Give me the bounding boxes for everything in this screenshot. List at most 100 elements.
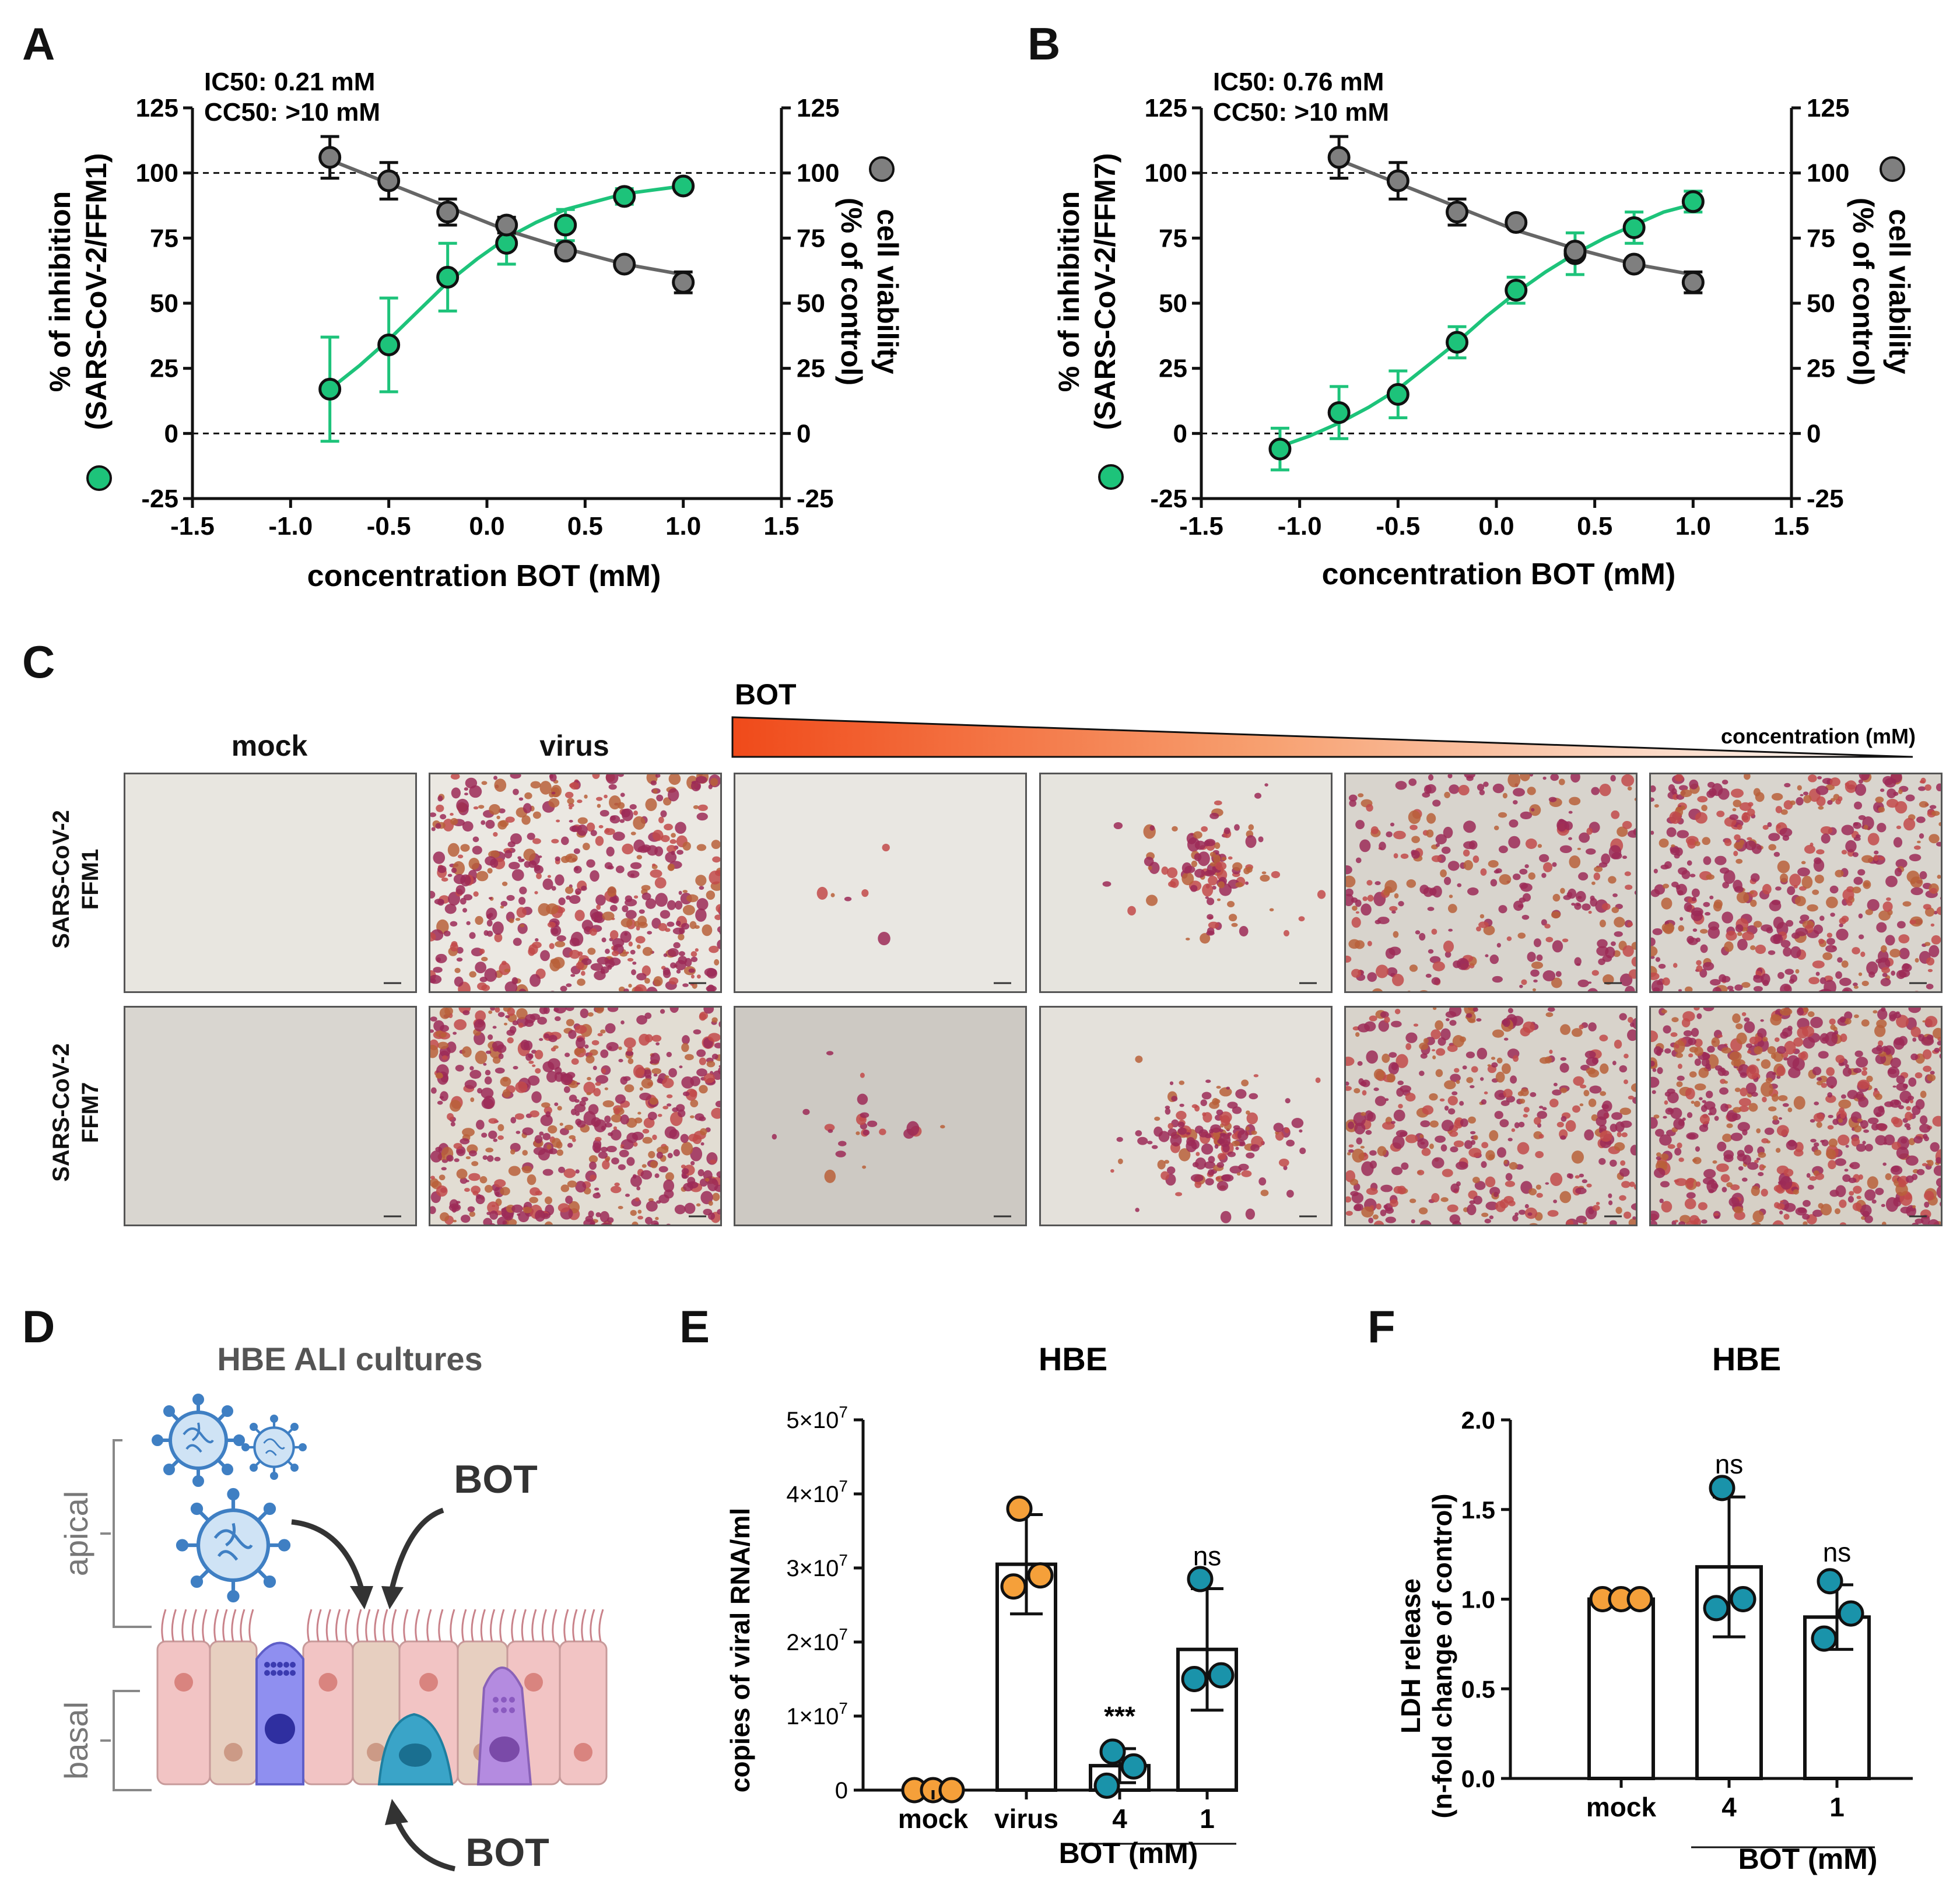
stained-focus	[502, 881, 508, 886]
stained-focus	[1503, 1159, 1508, 1164]
stained-focus	[514, 1113, 524, 1120]
stained-focus	[1812, 960, 1825, 969]
stained-focus	[1380, 1184, 1393, 1192]
stained-focus	[1780, 1032, 1789, 1039]
stained-focus	[1753, 974, 1761, 979]
y-tick-label: 2×107	[786, 1625, 848, 1655]
stained-focus	[1793, 1189, 1799, 1195]
stained-focus	[1110, 1169, 1114, 1173]
stained-focus	[1839, 977, 1852, 986]
stained-focus	[1797, 867, 1810, 876]
stained-focus	[1845, 840, 1857, 852]
stained-focus	[465, 1156, 471, 1160]
stained-focus	[1405, 1043, 1412, 1050]
stained-focus	[535, 1068, 541, 1074]
stained-focus	[1651, 1211, 1660, 1221]
stained-focus	[1286, 1190, 1294, 1198]
stained-focus	[1536, 1192, 1543, 1198]
cilium	[383, 1609, 388, 1642]
stained-focus	[1898, 1105, 1904, 1110]
stained-focus	[1599, 783, 1611, 797]
stained-focus	[1541, 872, 1547, 878]
stained-focus	[1909, 1099, 1914, 1104]
stained-focus	[1733, 1206, 1744, 1213]
stained-focus	[430, 1176, 435, 1180]
stained-focus	[1382, 1121, 1395, 1130]
replicate-point	[1709, 1475, 1735, 1501]
stained-focus	[1535, 1184, 1542, 1190]
stained-focus	[544, 1033, 550, 1039]
stained-focus	[1449, 1008, 1462, 1017]
chart-b-viability-legend-icon	[1880, 156, 1905, 182]
stained-focus	[1435, 1069, 1443, 1078]
stained-focus	[518, 1211, 530, 1223]
stained-focus	[462, 1128, 475, 1137]
stained-focus	[502, 960, 507, 966]
stained-focus	[1670, 1032, 1678, 1037]
stained-focus	[664, 1126, 677, 1139]
stained-focus	[1632, 1216, 1636, 1220]
stained-focus	[506, 1029, 516, 1036]
stained-focus	[1499, 1199, 1509, 1209]
stained-focus	[523, 803, 532, 813]
stained-focus	[1773, 917, 1784, 929]
stained-focus	[451, 787, 461, 799]
stained-focus	[1584, 1050, 1596, 1059]
stained-focus	[1768, 833, 1780, 841]
y2-tick-label: -25	[797, 485, 834, 513]
stained-focus	[1634, 890, 1636, 895]
stained-focus	[1810, 1138, 1817, 1143]
stained-focus	[1674, 1148, 1682, 1156]
stained-focus	[618, 774, 624, 777]
stained-focus	[1227, 901, 1235, 908]
stained-focus	[1584, 1129, 1594, 1141]
stained-focus	[1608, 876, 1617, 884]
stained-focus	[518, 988, 527, 991]
stained-focus	[1474, 1181, 1486, 1190]
stained-focus	[1920, 777, 1926, 784]
stained-focus	[1348, 1121, 1355, 1129]
stained-focus	[1896, 1146, 1909, 1159]
stained-focus	[636, 925, 640, 931]
stained-focus	[440, 1025, 449, 1032]
stained-focus	[1185, 938, 1190, 941]
stained-focus	[1524, 1204, 1529, 1209]
stained-focus	[1825, 945, 1838, 953]
stained-focus	[1731, 788, 1744, 798]
y2-tick-label: 100	[1807, 159, 1849, 188]
cilium	[461, 1609, 467, 1642]
stained-focus	[479, 948, 485, 955]
y2-tick-label: -25	[1807, 485, 1844, 513]
cell-nucleus	[524, 1673, 543, 1692]
stained-focus	[709, 870, 720, 885]
cilium	[480, 1609, 486, 1642]
stained-focus	[1686, 1192, 1696, 1199]
stained-focus	[1777, 971, 1784, 979]
stained-focus	[660, 810, 667, 818]
stained-focus	[662, 1078, 674, 1089]
x-tick-label: 1.0	[665, 512, 701, 541]
cilium	[171, 1609, 177, 1642]
stained-focus	[1735, 858, 1743, 864]
stained-focus	[535, 938, 539, 942]
stained-focus	[1853, 1185, 1862, 1194]
stained-focus	[1206, 930, 1215, 936]
stained-focus	[523, 1206, 532, 1213]
stained-focus	[1895, 859, 1908, 868]
stained-focus	[488, 897, 492, 900]
stained-focus	[1664, 1048, 1671, 1054]
stained-focus	[1586, 848, 1596, 855]
ciliated-cell	[156, 1640, 211, 1785]
stained-focus	[645, 898, 656, 909]
stained-focus	[1687, 1134, 1696, 1139]
stained-focus	[882, 843, 890, 852]
stained-focus	[1839, 923, 1843, 928]
stained-focus	[524, 861, 531, 868]
chart-f-title: HBE	[1712, 1341, 1781, 1377]
stained-focus	[1591, 1057, 1599, 1065]
stained-focus	[1446, 1018, 1450, 1022]
stained-focus	[594, 1136, 602, 1142]
stained-focus	[1269, 908, 1274, 911]
stained-focus	[1611, 941, 1616, 946]
stained-focus	[1861, 855, 1874, 863]
